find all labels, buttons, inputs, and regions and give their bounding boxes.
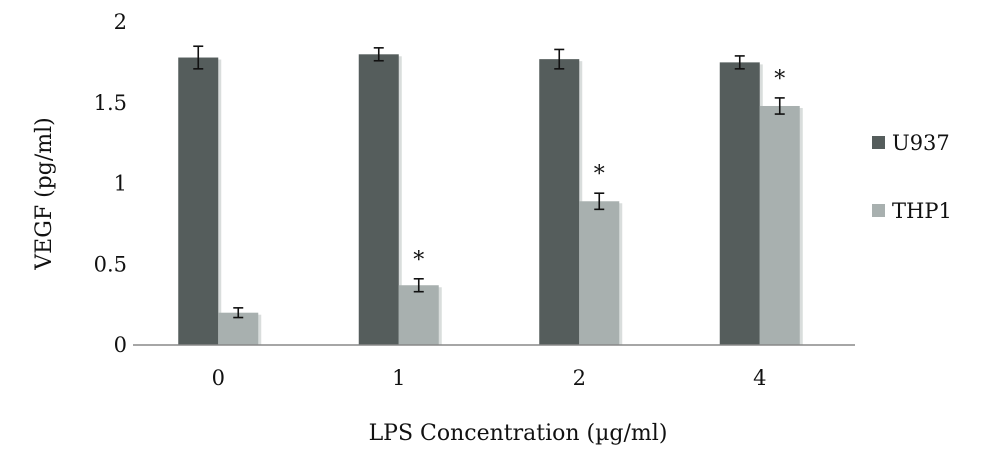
bar-thp1-1: [398, 285, 439, 345]
x-axis-ticks: 0 1 2 4: [212, 366, 767, 390]
y-tick-label: 1.5: [94, 91, 127, 115]
bar-u937-0: [178, 57, 219, 345]
x-tick-label: 2: [573, 366, 586, 390]
y-tick-label: 1: [114, 172, 127, 196]
bar-u937-1: [358, 54, 399, 346]
bar-thp1-2: [579, 201, 620, 345]
y-tick-label: 2: [114, 10, 127, 34]
x-axis-label: LPS Concentration (µg/ml): [369, 421, 668, 446]
x-tick-label: 1: [392, 366, 405, 390]
error-bars: [193, 45, 785, 319]
bar-u937-4: [719, 62, 760, 345]
y-tick-label: 0.5: [94, 252, 127, 276]
legend-label-u937: U937: [892, 131, 950, 155]
y-axis-ticks: 0 0.5 1 1.5 2: [94, 10, 127, 357]
y-axis-label: VEGF (pg/ml): [32, 117, 57, 270]
significance-star: *: [413, 248, 424, 273]
significance-star: *: [774, 67, 785, 92]
bars: [178, 54, 803, 346]
bar-u937-2: [539, 59, 580, 346]
y-tick-label: 0: [114, 333, 127, 357]
significance-markers: * * *: [413, 67, 785, 273]
legend: U937 THP1: [872, 131, 952, 223]
x-tick-label: 0: [212, 366, 225, 390]
legend-swatch-thp1: [872, 204, 885, 217]
significance-star: *: [594, 162, 605, 187]
legend-label-thp1: THP1: [892, 199, 952, 223]
x-tick-label: 4: [753, 366, 766, 390]
bar-thp1-4: [759, 105, 800, 345]
legend-swatch-u937: [872, 136, 885, 149]
